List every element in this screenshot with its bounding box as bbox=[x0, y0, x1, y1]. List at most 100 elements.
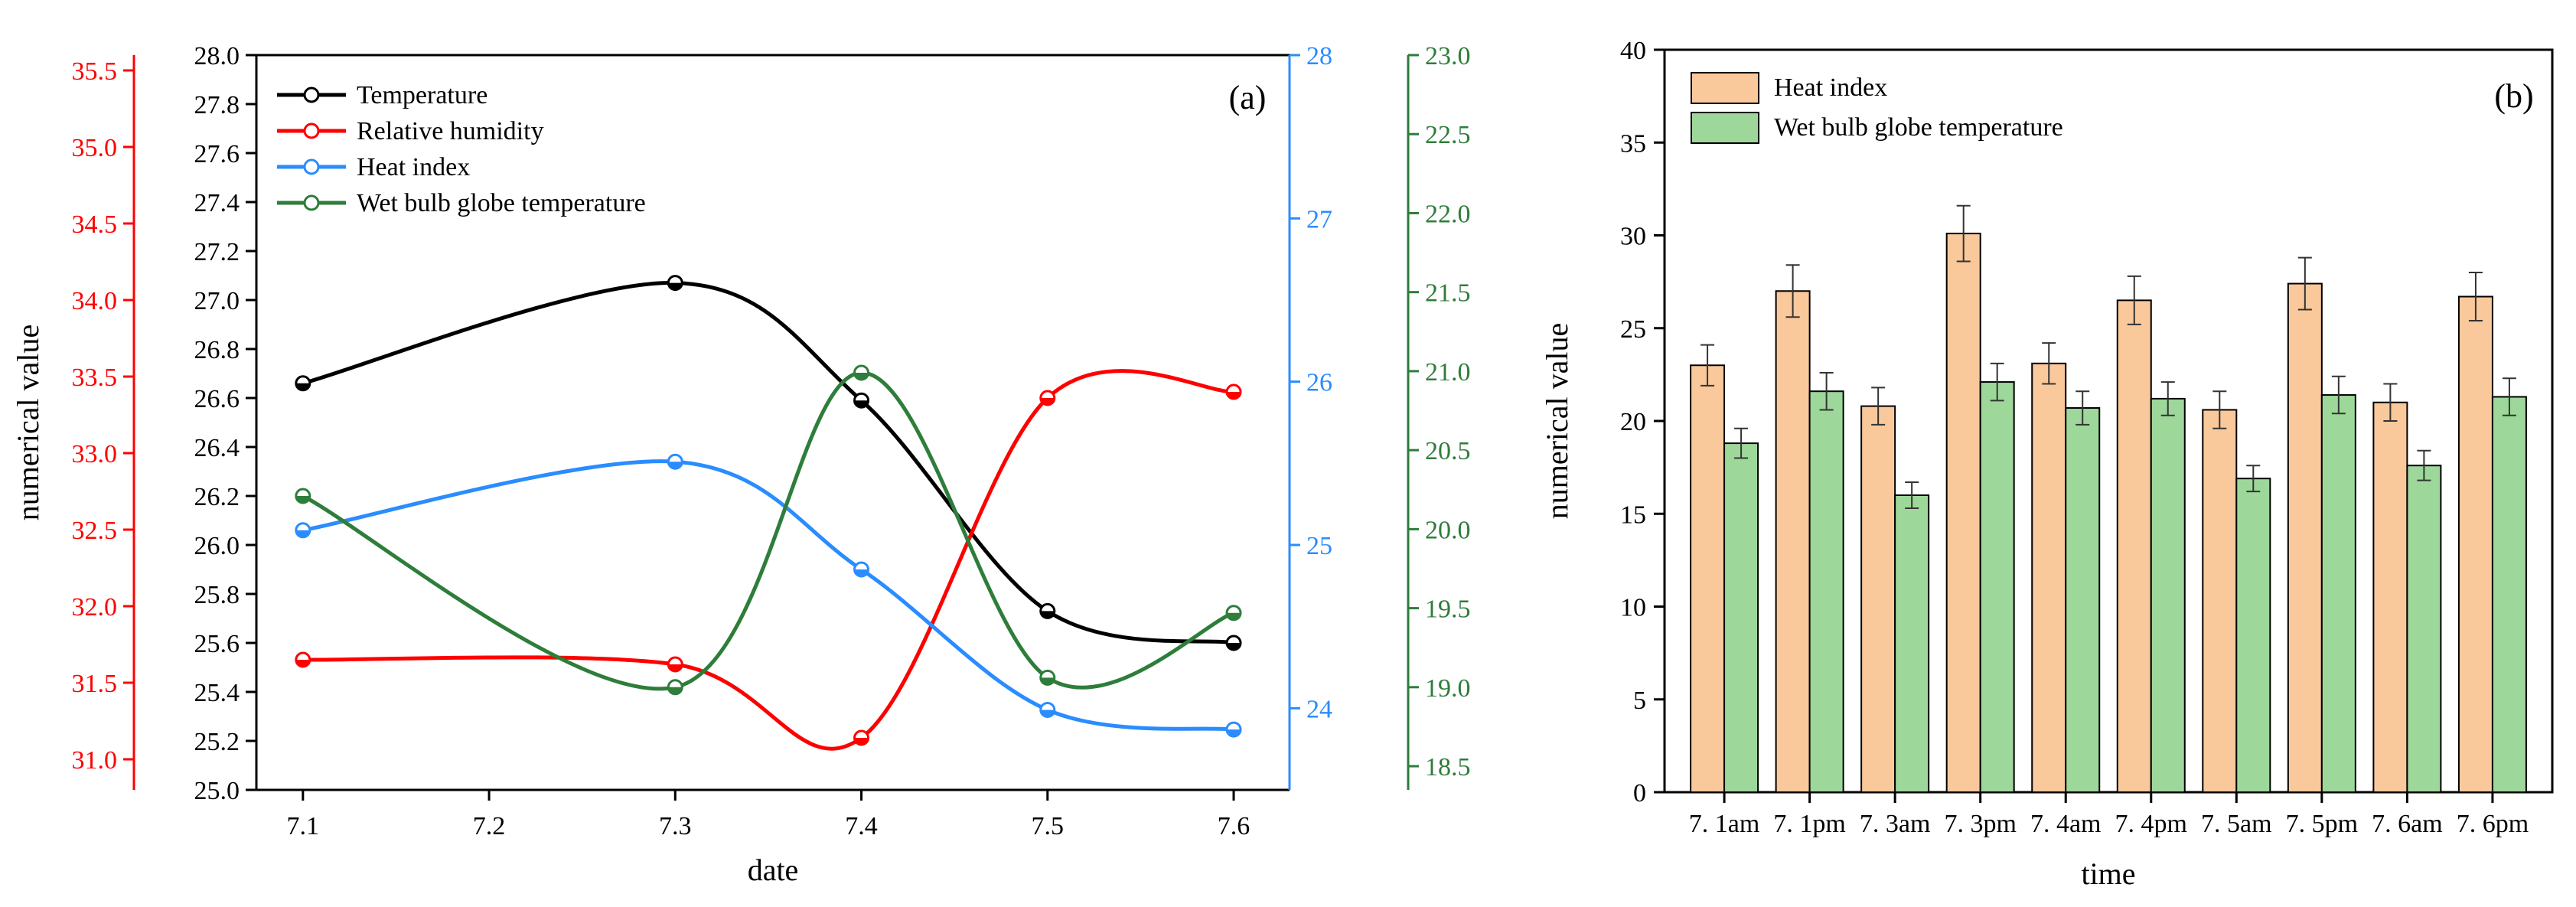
panel-b-y-tick-label: 15 bbox=[1620, 501, 1646, 529]
panel-b-bar-wbgt bbox=[2150, 397, 2186, 793]
panel-a-wbgt-tick-label: 19.0 bbox=[1425, 674, 1471, 703]
panel-b-bar-chart: 0 5 10 15 20 25 30 35 40 7. 1am 7. 1pm 7. 3am 7. 3pm… bbox=[1540, 37, 2554, 891]
panel-b-y-tick-label: 25 bbox=[1620, 315, 1646, 344]
panel-a-wbgt-tick-label: 21.0 bbox=[1425, 358, 1471, 387]
panel-b-y-axis-title: numerical value bbox=[1540, 323, 1574, 520]
panel-b-bar-wbgt bbox=[2235, 478, 2271, 793]
panel-a-data-point-fill-wbgt bbox=[295, 496, 310, 503]
panel-b-label: (b) bbox=[2494, 77, 2533, 115]
panel-a-humidity-tick-label: 32.0 bbox=[72, 593, 118, 622]
panel-a-data-point-fill-heat_index bbox=[854, 569, 869, 576]
panel-b-y-tick-label: 20 bbox=[1620, 408, 1646, 436]
panel-b-bar-heat-index bbox=[2287, 282, 2323, 793]
panel-a-data-point-fill-humidity bbox=[668, 664, 683, 671]
panel-b-bar-heat-index bbox=[1775, 290, 1811, 793]
panel-b-bar-heat-index bbox=[2372, 401, 2408, 793]
panel-a-legend-marker-humidity bbox=[303, 122, 320, 139]
panel-a-wbgt-tick-label: 19.5 bbox=[1425, 595, 1471, 624]
panel-a-temperature-tick-label: 26.0 bbox=[194, 532, 240, 560]
panel-a-wbgt-tick-label: 21.5 bbox=[1425, 279, 1471, 308]
panel-a-data-point-fill-humidity bbox=[1040, 398, 1055, 405]
panel-a-legend-marker-temperature bbox=[303, 86, 320, 103]
panel-a-temperature-tick-label: 25.6 bbox=[194, 630, 240, 658]
panel-a-legend-marker-heat_index bbox=[303, 158, 320, 175]
panel-a-temperature-tick-label: 27.6 bbox=[194, 140, 240, 168]
panel-b-bar-wbgt bbox=[1808, 390, 1844, 793]
panel-a-legend-label-temperature: Temperature bbox=[357, 81, 487, 109]
panel-b-x-tick-label: 7. 3pm bbox=[1944, 810, 2016, 838]
panel-b-legend-label: Heat index bbox=[1774, 73, 1887, 102]
panel-b-y-tick-label: 30 bbox=[1620, 223, 1646, 251]
panel-a-humidity-tick-label: 32.5 bbox=[72, 517, 118, 545]
panel-b-bar-wbgt bbox=[2065, 407, 2101, 794]
panel-a-temperature-tick-label: 28.0 bbox=[194, 42, 240, 70]
panel-a-data-point-fill-heat_index bbox=[1227, 729, 1241, 737]
panel-b-bar-wbgt bbox=[1979, 381, 2015, 793]
panel-a-legend-label-wbgt: Wet bulb globe temperature bbox=[357, 189, 646, 217]
panel-a-label: (a) bbox=[1229, 79, 1267, 116]
panel-a-series-line-heat_index bbox=[302, 459, 1234, 732]
panel-a-x-tick-label: 7.6 bbox=[1218, 812, 1251, 840]
panel-a-wbgt-tick-label: 20.5 bbox=[1425, 437, 1471, 465]
panel-a-wbgt-tick-label: 18.5 bbox=[1425, 753, 1471, 781]
panel-b-y-tick-label: 40 bbox=[1620, 37, 1646, 65]
panel-a-x-axis-title: date bbox=[748, 853, 799, 887]
panel-a-legend-label-heat_index: Heat index bbox=[357, 153, 470, 181]
panel-b-bar-heat-index bbox=[1860, 405, 1896, 793]
panel-a-data-point-fill-heat_index bbox=[295, 530, 310, 537]
panel-b-bar-wbgt bbox=[2406, 465, 2442, 793]
panel-a-humidity-tick-label: 34.5 bbox=[72, 210, 118, 239]
panel-a-data-point-fill-temperature bbox=[854, 400, 869, 408]
panel-a-wbgt-tick-label: 22.5 bbox=[1425, 121, 1471, 149]
panel-a-heat-index-tick-label: 25 bbox=[1306, 532, 1332, 560]
panel-b-bar-heat-index bbox=[2031, 362, 2067, 793]
panel-b-x-tick-label: 7. 5am bbox=[2201, 810, 2272, 838]
panel-b-bar-heat-index bbox=[1690, 364, 1726, 793]
panel-a-heat-index-tick-label: 27 bbox=[1306, 205, 1332, 233]
panel-a-legend-label-humidity: Relative humidity bbox=[357, 117, 544, 145]
panel-a-temperature-tick-label: 27.2 bbox=[194, 238, 240, 266]
panel-a-line-chart: 7.1 7.2 7.3 7.4 7.5 7.6 date numerical value 31.… bbox=[11, 42, 1471, 887]
panel-a-x-tick-label: 7.5 bbox=[1032, 812, 1065, 840]
panel-a-data-point-fill-heat_index bbox=[668, 462, 683, 469]
panel-a-temperature-tick-label: 26.6 bbox=[194, 385, 240, 413]
panel-a-temperature-tick-label: 27.8 bbox=[194, 91, 240, 119]
panel-b-x-tick-label: 7. 6pm bbox=[2457, 810, 2529, 838]
panel-a-heat-index-tick-label: 28 bbox=[1306, 42, 1332, 70]
panel-a-humidity-tick-label: 31.0 bbox=[72, 746, 118, 775]
panel-a-heat-index-tick-label: 26 bbox=[1306, 369, 1332, 397]
panel-a-temperature-tick-label: 25.4 bbox=[194, 679, 240, 707]
panel-a-x-tick-label: 7.2 bbox=[473, 812, 506, 840]
panel-a-humidity-tick-label: 34.0 bbox=[72, 287, 118, 315]
panel-a-temperature-tick-label: 27.4 bbox=[194, 189, 240, 217]
panel-b-y-tick-label: 0 bbox=[1633, 779, 1646, 807]
panel-b-bar-wbgt bbox=[2320, 394, 2356, 793]
panel-b-bar-wbgt bbox=[1894, 494, 1930, 793]
panel-b-x-tick-label: 7. 4am bbox=[2030, 810, 2102, 838]
panel-a-legend-marker-wbgt bbox=[303, 194, 320, 211]
panel-a-series-line-temperature bbox=[302, 281, 1234, 645]
panel-b-y-tick-label: 5 bbox=[1633, 687, 1646, 715]
panel-a-data-point-fill-heat_index bbox=[1040, 710, 1055, 717]
panel-a-x-tick-label: 7.1 bbox=[287, 812, 320, 840]
panel-a-temperature-tick-label: 26.2 bbox=[194, 483, 240, 511]
panel-a-temperature-tick-label: 25.2 bbox=[194, 728, 240, 756]
panel-a-data-point-fill-humidity bbox=[295, 660, 310, 667]
panel-a-humidity-tick-label: 33.5 bbox=[72, 364, 118, 392]
panel-a-data-point-fill-humidity bbox=[1227, 392, 1241, 399]
panel-a-data-point-fill-humidity bbox=[854, 738, 869, 745]
panel-a-data-point-fill-temperature bbox=[295, 383, 310, 390]
panel-a-temperature-tick-label: 26.8 bbox=[194, 336, 240, 364]
panel-a-humidity-tick-label: 35.5 bbox=[72, 57, 118, 86]
panel-a-data-point-fill-wbgt bbox=[1040, 677, 1055, 685]
panel-b-x-tick-label: 7. 3am bbox=[1860, 810, 1931, 838]
panel-a-temperature-tick-label: 26.4 bbox=[194, 434, 240, 462]
panel-a-wbgt-tick-label: 23.0 bbox=[1425, 42, 1471, 70]
panel-b-y-tick-label: 35 bbox=[1620, 129, 1646, 158]
panel-b-bar-heat-index bbox=[2457, 295, 2493, 793]
panel-b-x-tick-label: 7. 4pm bbox=[2115, 810, 2187, 838]
panel-a-data-point-fill-temperature bbox=[1040, 611, 1055, 618]
panel-b-x-tick-label: 7. 1pm bbox=[1773, 810, 1845, 838]
panel-b-y-tick-label: 10 bbox=[1620, 594, 1646, 622]
panel-b-x-tick-label: 7. 5pm bbox=[2286, 810, 2358, 838]
